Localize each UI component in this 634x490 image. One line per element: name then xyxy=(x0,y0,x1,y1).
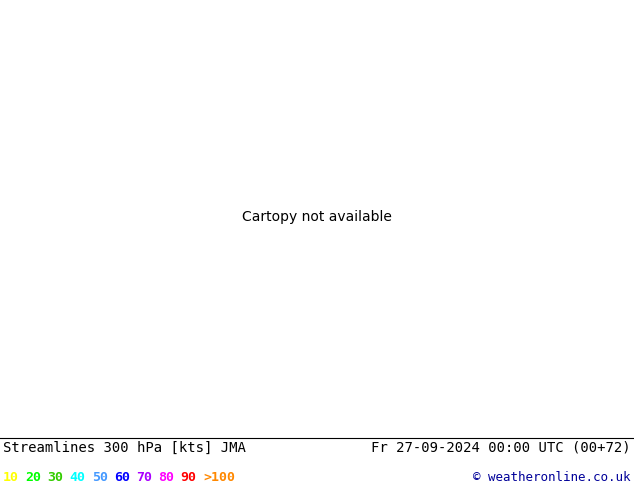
Text: 70: 70 xyxy=(136,471,152,484)
Text: >100: >100 xyxy=(203,471,235,484)
Text: 20: 20 xyxy=(25,471,41,484)
Text: Cartopy not available: Cartopy not available xyxy=(242,210,392,224)
Text: 90: 90 xyxy=(181,471,197,484)
Text: © weatheronline.co.uk: © weatheronline.co.uk xyxy=(474,471,631,484)
Text: 60: 60 xyxy=(114,471,130,484)
Text: 50: 50 xyxy=(92,471,108,484)
Text: 80: 80 xyxy=(158,471,174,484)
Text: Fr 27-09-2024 00:00 UTC (00+72): Fr 27-09-2024 00:00 UTC (00+72) xyxy=(371,441,631,454)
Text: Streamlines 300 hPa [kts] JMA: Streamlines 300 hPa [kts] JMA xyxy=(3,441,246,454)
Text: 30: 30 xyxy=(48,471,63,484)
Text: 40: 40 xyxy=(70,471,86,484)
Text: 10: 10 xyxy=(3,471,19,484)
